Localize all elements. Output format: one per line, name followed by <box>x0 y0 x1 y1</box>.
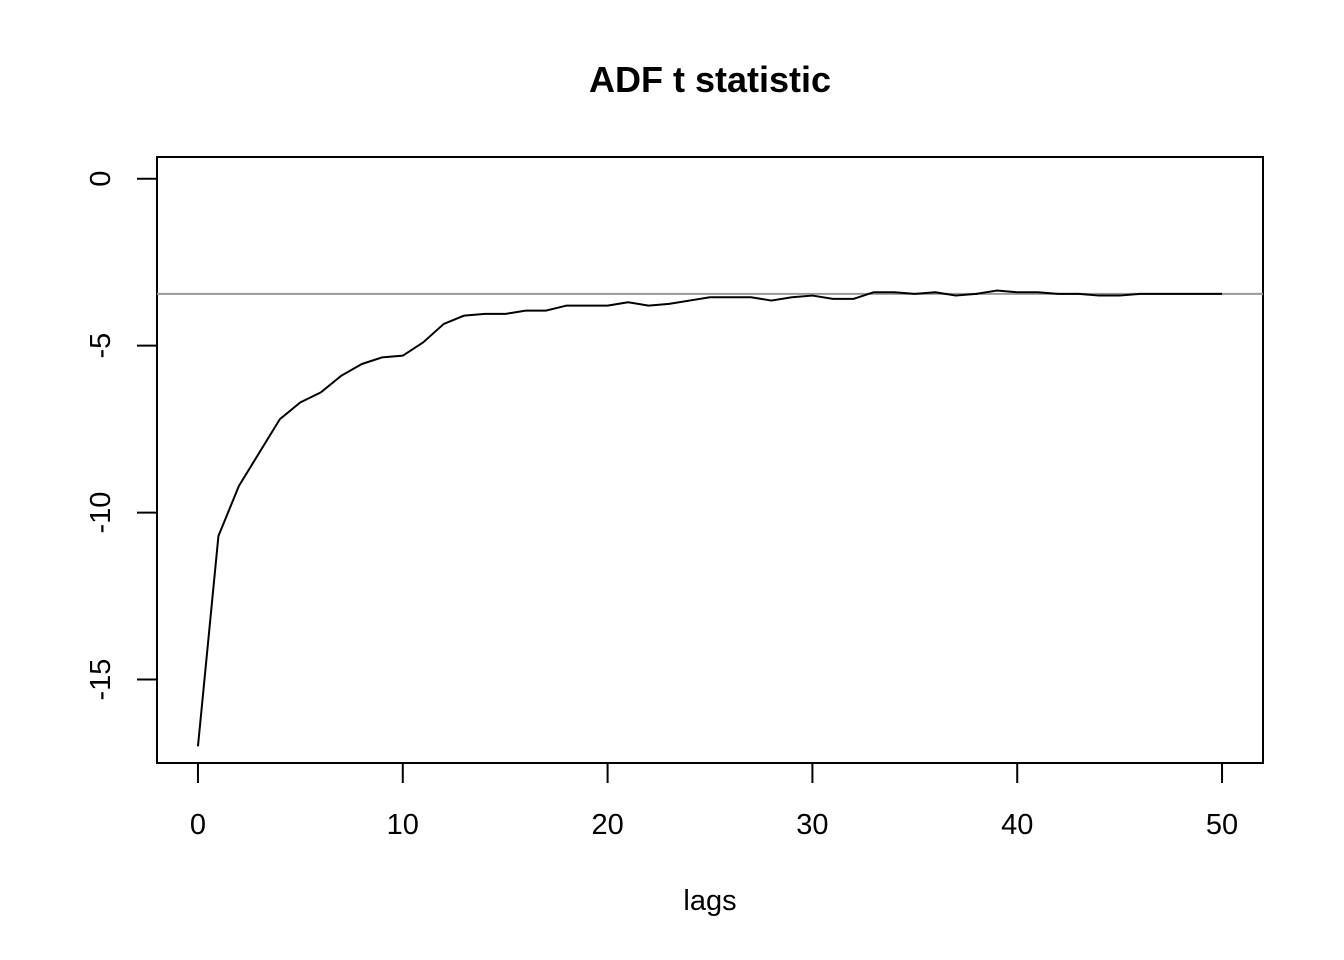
x-tick-label: 40 <box>1001 809 1033 841</box>
y-tick-label: 0 <box>85 171 117 187</box>
y-tick-label: -10 <box>85 492 117 534</box>
chart-title: ADF t statistic <box>589 59 831 100</box>
x-tick-label: 20 <box>591 809 623 841</box>
plot-layer: 0 10 20 30 40 50 0 -5 -10 -15 <box>85 156 1264 841</box>
x-tick-label: 30 <box>796 809 828 841</box>
x-tick-label: 10 <box>387 809 419 841</box>
x-tick-label: 50 <box>1206 809 1238 841</box>
series-line <box>196 289 1223 747</box>
x-tick-label: 0 <box>190 809 206 841</box>
y-tick-label: -5 <box>85 333 117 359</box>
x-axis-label: lags <box>683 885 736 917</box>
y-tick-label: -15 <box>85 659 117 701</box>
